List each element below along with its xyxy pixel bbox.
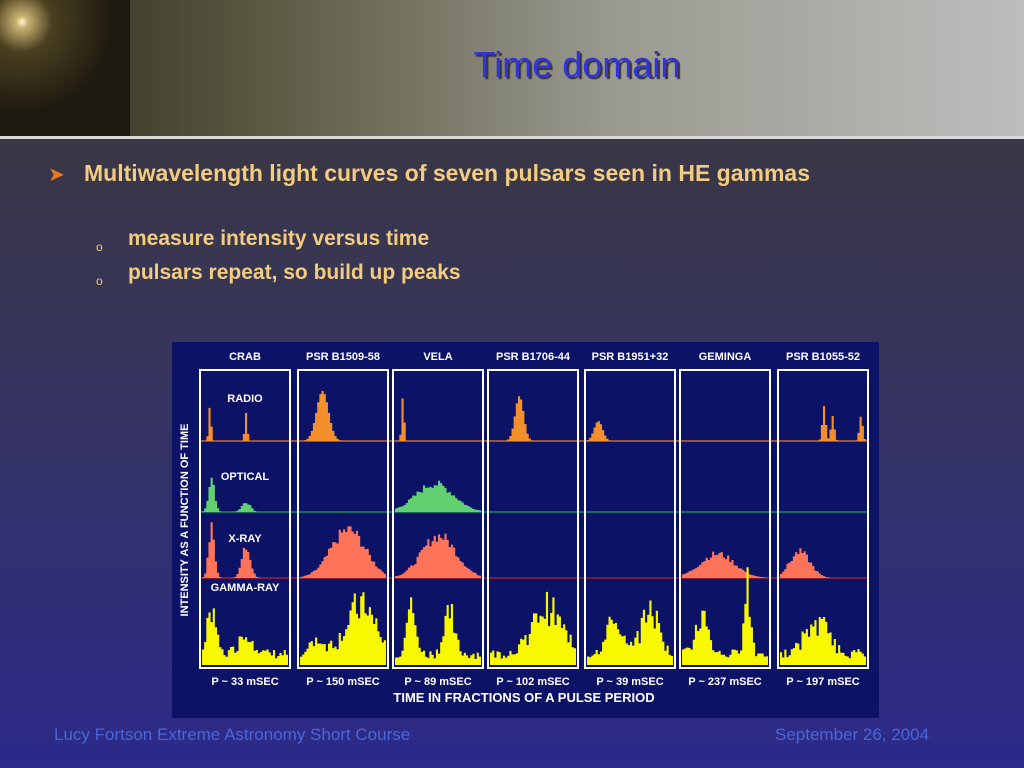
- band-label: X-RAY: [228, 533, 262, 545]
- panel-frame: [777, 369, 869, 669]
- panel-frame: [679, 369, 771, 669]
- light-curve: [202, 477, 288, 512]
- period-label: P ~ 102 mSEC: [496, 676, 570, 688]
- light-curve: [300, 526, 386, 578]
- light-curve: [202, 608, 288, 665]
- light-curve: [202, 407, 288, 441]
- pulsar-name: PSR B1706-44: [496, 351, 571, 363]
- pulsar-figure: INTENSITY AS A FUNCTION OF TIME TIME IN …: [172, 342, 879, 718]
- light-curve: [300, 391, 386, 441]
- footer-left: Lucy Fortson Extreme Astronomy Short Cou…: [54, 725, 411, 744]
- bullet: Multiwavelength light curves of seven pu…: [84, 160, 810, 186]
- bullet-arrow: ➤: [48, 164, 65, 186]
- panel-frame: [487, 369, 579, 669]
- period-label: P ~ 39 mSEC: [596, 676, 663, 688]
- header-rule: [0, 136, 1024, 139]
- band-label: OPTICAL: [221, 471, 270, 483]
- light-curve: [490, 396, 576, 441]
- light-curve: [395, 597, 481, 665]
- pulsar-name: CRAB: [229, 351, 261, 363]
- band-label: GAMMA-RAY: [211, 582, 280, 594]
- period-label: P ~ 150 mSEC: [306, 676, 380, 688]
- sub-bullet: measure intensity versus time: [128, 227, 430, 250]
- panel-frame: [297, 369, 389, 669]
- period-label: P ~ 89 mSEC: [404, 676, 471, 688]
- sub-bullet-marker: o: [96, 274, 103, 288]
- pulsar-name: VELA: [423, 351, 452, 363]
- band-label: RADIO: [227, 393, 263, 405]
- light-curve: [780, 616, 866, 665]
- light-curve: [682, 551, 768, 578]
- light-curve: [395, 533, 481, 578]
- light-curve: [300, 592, 386, 665]
- light-curve: [395, 398, 481, 441]
- pulsar-name: GEMINGA: [699, 351, 752, 363]
- period-label: P ~ 197 mSEC: [786, 676, 860, 688]
- light-curve: [202, 522, 288, 578]
- light-curve: [490, 591, 576, 665]
- galaxy-image: [0, 0, 130, 136]
- light-curve: [780, 548, 866, 578]
- pulsar-name: PSR B1951+32: [592, 351, 669, 363]
- period-label: P ~ 237 mSEC: [688, 676, 762, 688]
- title: Time domain: [473, 44, 681, 85]
- panel-frame: [392, 369, 484, 669]
- light-curve: [682, 567, 768, 665]
- period-label: P ~ 33 mSEC: [211, 676, 278, 688]
- y-axis-label: INTENSITY AS A FUNCTION OF TIME: [179, 424, 191, 617]
- light-curve: [395, 480, 481, 512]
- pulsar-name: PSR B1055-52: [786, 351, 860, 363]
- footer-right: September 26, 2004: [775, 725, 930, 744]
- panel-frame: [584, 369, 676, 669]
- light-curve: [780, 405, 866, 441]
- sub-bullet: pulsars repeat, so build up peaks: [128, 261, 461, 284]
- panel-frame: [199, 369, 291, 669]
- sub-bullet-marker: o: [96, 240, 103, 254]
- x-axis-label: TIME IN FRACTIONS OF A PULSE PERIOD: [393, 690, 654, 705]
- light-curve: [587, 600, 673, 665]
- pulsar-name: PSR B1509-58: [306, 351, 380, 363]
- header-band: [0, 0, 1024, 136]
